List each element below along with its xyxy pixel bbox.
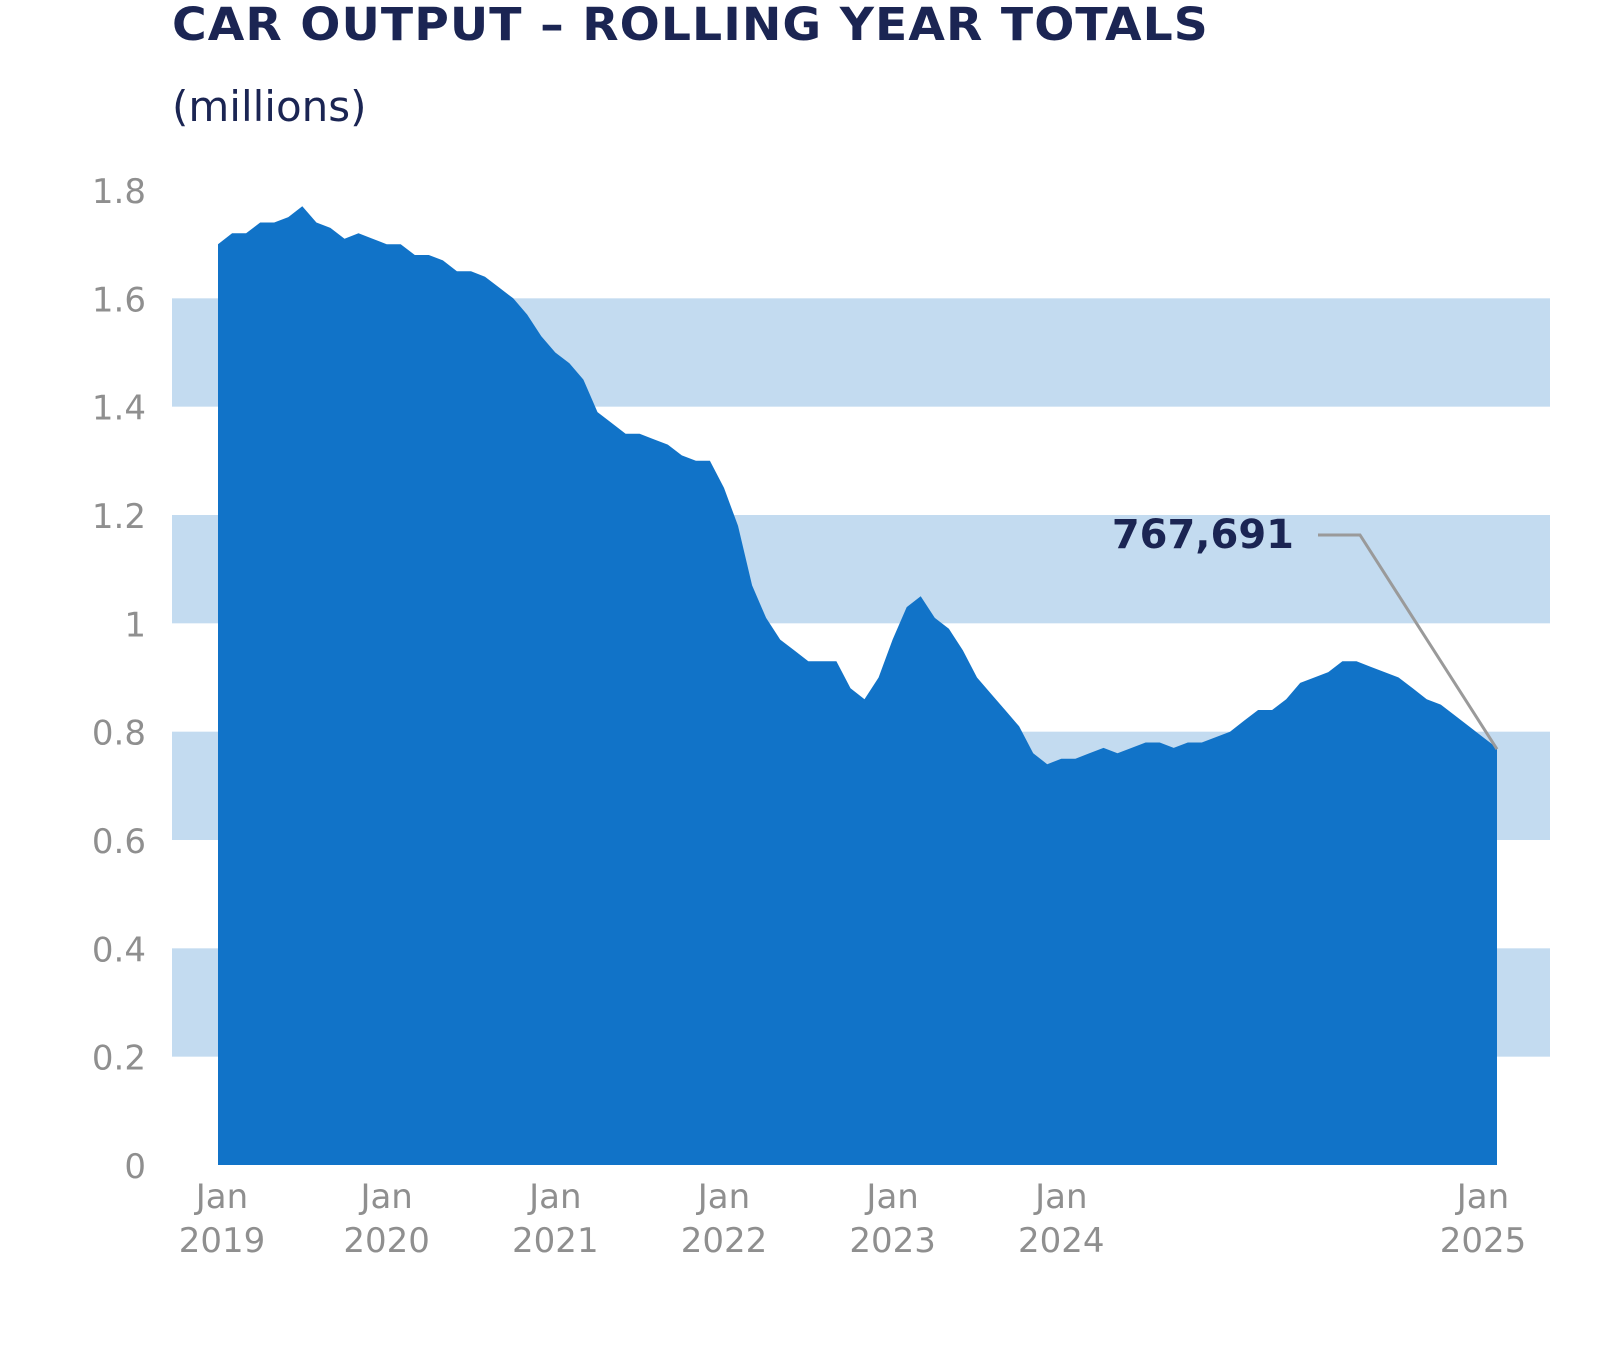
y-tick-label: 0.2 — [92, 1039, 146, 1079]
y-tick-label: 0.6 — [92, 822, 146, 862]
x-tick-label-month: Jan — [194, 1177, 248, 1217]
annotation-leader-line — [1318, 533, 1499, 750]
x-tick-label-month: Jan — [358, 1177, 412, 1217]
y-tick-label: 1 — [124, 605, 146, 645]
y-tick-label: 0.4 — [92, 930, 146, 970]
annotation-label: 767,691 — [1112, 512, 1294, 558]
y-tick-label: 1.4 — [92, 389, 146, 429]
y-tick-label: 0 — [124, 1147, 146, 1187]
y-tick-label: 1.2 — [92, 497, 146, 537]
y-tick-label: 1.8 — [92, 172, 146, 212]
x-tick-label-month: Jan — [1033, 1177, 1087, 1217]
x-tick-label-month: Jan — [864, 1177, 918, 1217]
series-area — [218, 206, 1497, 1166]
y-tick-label: 0.8 — [92, 714, 146, 754]
x-tick-label-year: 2022 — [681, 1221, 768, 1261]
x-tick-label-year: 2021 — [512, 1221, 599, 1261]
x-tick-label-month: Jan — [696, 1177, 750, 1217]
x-tick-label-month: Jan — [527, 1177, 581, 1217]
x-tick-label-year: 2020 — [343, 1221, 430, 1261]
y-tick-label: 1.6 — [92, 280, 146, 320]
x-tick-label-year: 2019 — [179, 1221, 266, 1261]
chart-title: CAR OUTPUT – ROLLING YEAR TOTALS — [172, 0, 1209, 51]
x-tick-label-year: 2025 — [1440, 1221, 1527, 1261]
x-tick-label-year: 2023 — [849, 1221, 936, 1261]
x-tick-label-year: 2024 — [1018, 1221, 1105, 1261]
x-tick-label-month: Jan — [1455, 1177, 1509, 1217]
chart-subtitle: (millions) — [172, 82, 367, 131]
